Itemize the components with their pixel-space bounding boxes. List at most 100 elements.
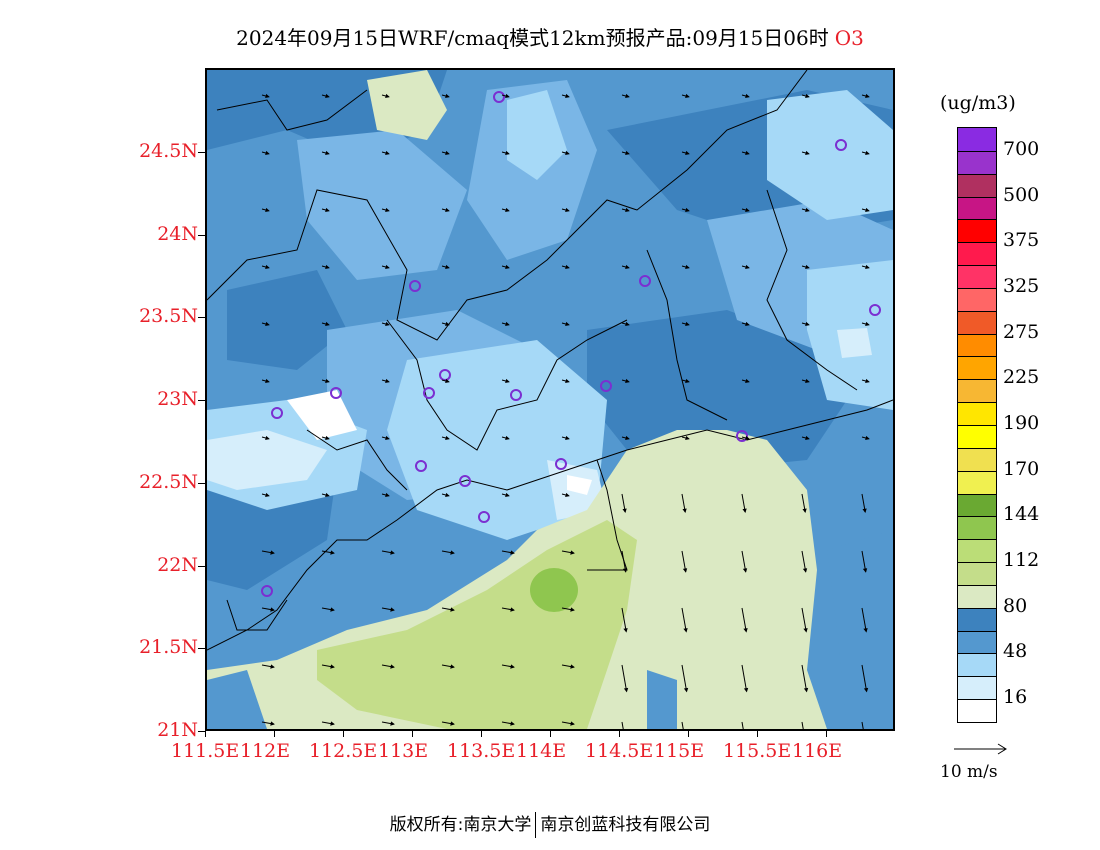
wind-vector-head — [385, 435, 390, 441]
wind-vector-head — [390, 550, 395, 555]
longitude-label: 116E — [792, 740, 843, 762]
latitude-label: 21N — [157, 719, 198, 741]
longitude-label: 114E — [516, 740, 567, 762]
colorbar-label: 500 — [1003, 183, 1040, 206]
station-marker — [510, 389, 522, 401]
wind-vector-head — [325, 378, 330, 384]
wind-vector-head — [385, 492, 390, 498]
colorbar-unit: (ug/m3) — [940, 92, 1016, 114]
station-marker — [835, 139, 847, 151]
wind-vector-head — [325, 321, 330, 327]
colorbar-bin — [958, 242, 996, 266]
wind-vector-head — [865, 93, 870, 99]
wind-vector-head — [570, 664, 575, 669]
colorbar-label: 190 — [1003, 412, 1040, 434]
wind-vector-head — [570, 607, 575, 612]
colorbar-label: 375 — [1003, 229, 1040, 252]
wind-vector-head — [623, 628, 628, 633]
wind-vector-head — [325, 435, 330, 441]
station-marker — [493, 91, 505, 103]
wind-vector — [801, 721, 804, 729]
colorbar-label: 48 — [1003, 640, 1028, 663]
wind-vector-head — [445, 378, 450, 384]
wind-vector — [741, 721, 744, 729]
wind-vector-head — [862, 508, 867, 514]
station-markers — [261, 91, 881, 597]
wind-vector-head — [445, 321, 450, 327]
wind-vector-head — [505, 264, 510, 270]
field-white-1 — [287, 390, 357, 440]
wind-vector-head — [265, 207, 270, 213]
wind-vector-head — [265, 93, 270, 99]
wind-vector-head — [683, 687, 689, 693]
wind-vector-head — [505, 93, 510, 99]
wind-vector-head — [805, 321, 810, 327]
wind-vector — [861, 664, 868, 692]
wind-vector-head — [625, 150, 630, 156]
wind-vector-head — [505, 150, 510, 156]
wind-vector — [681, 607, 687, 632]
station-marker — [415, 460, 427, 472]
wind-vector-head — [450, 721, 455, 726]
wind-vector-head — [450, 550, 455, 555]
latitude-tick — [198, 482, 205, 484]
field-dark-s — [647, 670, 677, 729]
wind-vector-head — [265, 378, 270, 384]
wind-vector-head — [390, 721, 395, 726]
longitude-tick — [757, 731, 758, 737]
wind-vector-head — [863, 628, 868, 633]
wind-vector — [741, 550, 747, 572]
wind-vector-head — [862, 568, 868, 573]
field-mid-1 — [297, 130, 467, 280]
wind-vector-head — [865, 150, 870, 156]
latitude-tick — [198, 234, 205, 236]
colorbar-bin — [958, 402, 996, 425]
longitude-tick — [205, 731, 206, 737]
wind-vector-head — [802, 568, 808, 573]
colorbar-label: 144 — [1003, 503, 1040, 526]
wind-vector-head — [805, 207, 810, 213]
wind-vector-head — [685, 207, 690, 213]
wind-vector — [741, 607, 747, 632]
wind-vector-head — [330, 550, 335, 555]
colorbar-label: 16 — [1003, 686, 1028, 709]
wind-vector-head — [683, 628, 688, 633]
field-green-core — [530, 568, 578, 612]
wind-vector-head — [745, 321, 750, 327]
wind-vector-head — [625, 207, 630, 213]
field-dark-sw — [207, 670, 267, 729]
wind-vector-head — [625, 435, 630, 441]
boundary-line-5 — [766, 189, 858, 391]
colorbar-label: 275 — [1003, 320, 1040, 343]
wind-vector-head — [265, 264, 270, 270]
longitude-tick — [412, 731, 413, 737]
copyright-owner-2: 南京创蓝科技有限公司 — [540, 815, 711, 835]
wind-vector-head — [330, 664, 335, 669]
copyright-owner-1: 版权所有:南京大学 — [389, 815, 532, 835]
wind-vector-head — [685, 150, 690, 156]
longitude-label: 113E — [378, 740, 429, 762]
wind-vector-head — [742, 568, 748, 573]
field-dark-center — [587, 310, 847, 470]
wind-vector-head — [390, 664, 395, 669]
field-pale-north — [367, 70, 447, 140]
wind-vector-head — [625, 378, 630, 384]
latitude-tick — [198, 400, 205, 402]
field-light-ne — [767, 90, 893, 220]
colorbar-bin — [958, 379, 996, 403]
wind-vector-head — [325, 492, 330, 498]
latitude-label: 22.5N — [139, 470, 198, 493]
colorbar-bin — [958, 493, 996, 517]
colorbar-label: 112 — [1003, 549, 1040, 572]
wind-vector-head — [505, 207, 510, 213]
wind-vector-head — [385, 321, 390, 327]
wind-vector-head — [745, 264, 750, 270]
wind-vector-head — [865, 435, 870, 441]
wind-vector — [801, 550, 807, 572]
boundary-line-6 — [216, 89, 368, 131]
latitude-tick — [198, 152, 205, 153]
latitude-tick — [198, 565, 205, 567]
colorbar-bin — [958, 653, 996, 677]
wind-vector-head — [385, 150, 390, 156]
wind-vector-head — [682, 508, 687, 514]
